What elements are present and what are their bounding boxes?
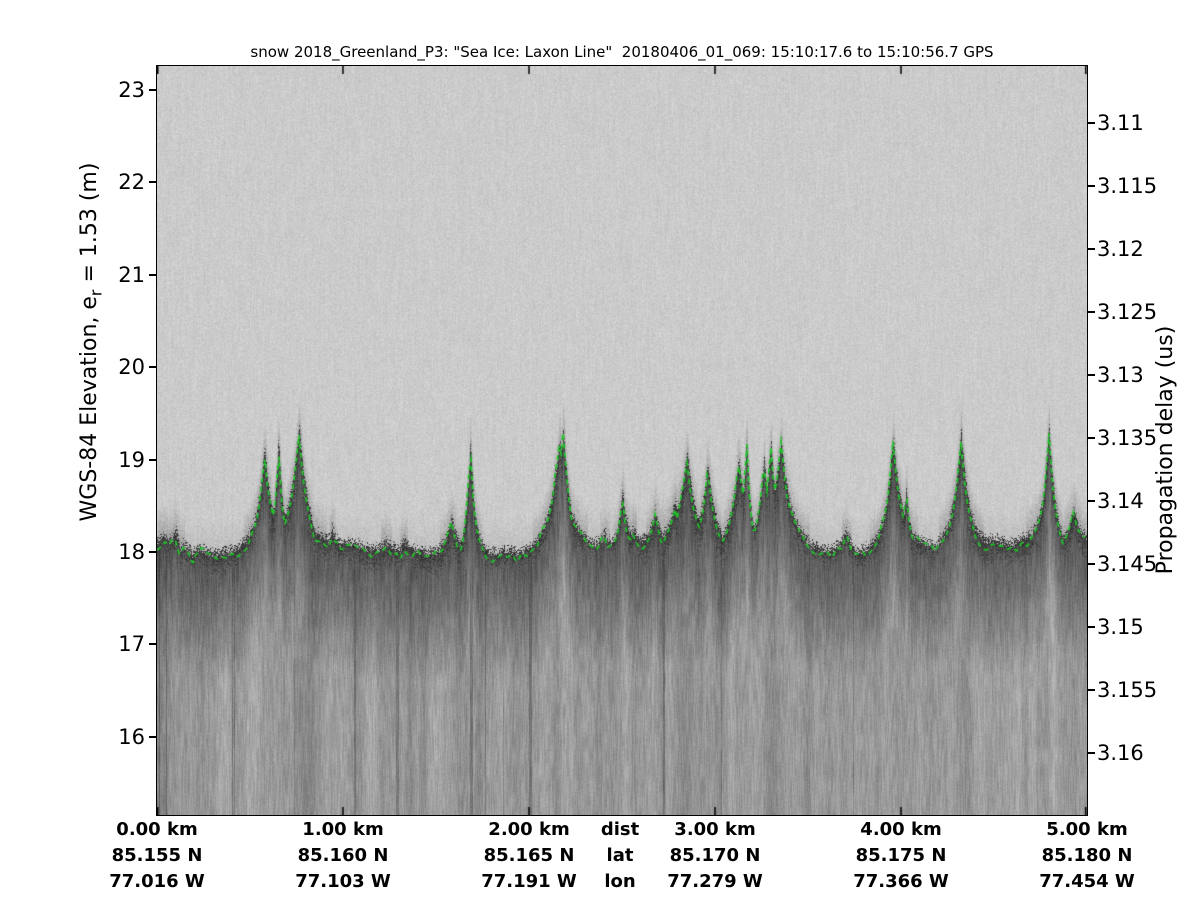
- right-axis-tick-label: 3.12: [1097, 237, 1144, 261]
- x-tick-dist-4: 4.00 km: [860, 819, 942, 840]
- left-axis-tick-mark: [149, 458, 156, 461]
- right-axis-tick-mark: [1088, 626, 1095, 628]
- plot-frame: [156, 65, 1088, 816]
- left-axis-tick-label: 20: [118, 355, 145, 380]
- left-axis-label-subscript: r: [86, 289, 106, 297]
- x-tick-lat-5: 85.180 N: [1041, 845, 1133, 866]
- left-axis-tick-mark: [149, 273, 156, 276]
- left-axis-tick-label: 22: [118, 170, 145, 195]
- x-tick-dist-3: 3.00 km: [674, 819, 756, 840]
- right-axis-tick-mark: [1088, 437, 1095, 439]
- x-axis-row-header-dist: dist: [600, 819, 640, 840]
- left-axis-tick-mark: [149, 181, 156, 184]
- x-tick-dist-2: 2.00 km: [488, 819, 570, 840]
- right-axis-tick-mark: [1088, 374, 1095, 376]
- left-axis-tick-label: 16: [118, 724, 145, 749]
- x-tick-dist-5: 5.00 km: [1046, 819, 1128, 840]
- right-axis-tick-label: 3.125: [1097, 300, 1158, 324]
- right-axis-tick-mark: [1088, 185, 1095, 187]
- x-tick-lon-0: 77.016 W: [109, 871, 205, 892]
- right-axis-tick-label: 3.13: [1097, 363, 1144, 387]
- x-tick-lon-2: 77.191 W: [481, 871, 577, 892]
- right-axis-tick-label: 3.14: [1097, 489, 1144, 513]
- x-tick-lon-1: 77.103 W: [295, 871, 391, 892]
- right-axis-tick-label: 3.115: [1097, 174, 1158, 198]
- left-axis-tick-mark: [149, 643, 156, 646]
- x-tick-lat-2: 85.165 N: [483, 845, 575, 866]
- left-axis-tick-label: 23: [118, 78, 145, 102]
- right-axis-tick-label: 3.155: [1097, 678, 1158, 702]
- x-tick-dist-1: 1.00 km: [302, 819, 384, 840]
- left-axis-tick-label: 21: [118, 262, 145, 287]
- right-axis-tick-mark: [1088, 689, 1095, 691]
- figure-title: snow 2018_Greenland_P3: "Sea Ice: Laxon …: [250, 43, 994, 61]
- right-axis-tick-mark: [1088, 752, 1095, 754]
- x-tick-lat-1: 85.160 N: [297, 845, 389, 866]
- right-axis-tick-label: 3.11: [1097, 111, 1144, 135]
- right-axis-tick-mark: [1088, 122, 1095, 124]
- right-axis-tick-label: 3.145: [1097, 552, 1158, 576]
- left-axis-label: WGS-84 Elevation, er = 1.53 (m): [77, 92, 106, 592]
- left-axis-tick-mark: [149, 735, 156, 738]
- right-axis-tick-label: 3.135: [1097, 426, 1158, 450]
- right-axis-label: Propagation delay (us): [1153, 325, 1178, 575]
- right-axis-tick-mark: [1088, 563, 1095, 565]
- left-axis-tick-mark: [149, 550, 156, 553]
- left-axis-tick-mark: [149, 366, 156, 369]
- x-axis-row-header-lon: lon: [604, 871, 636, 892]
- x-axis-row-header-lat: lat: [606, 845, 634, 866]
- left-axis-tick-mark: [149, 89, 156, 91]
- right-axis-tick-label: 3.16: [1097, 741, 1144, 765]
- right-axis-tick-mark: [1088, 311, 1095, 313]
- x-tick-lat-0: 85.155 N: [111, 845, 203, 866]
- left-axis-tick-label: 17: [118, 632, 145, 657]
- x-tick-lon-3: 77.279 W: [667, 871, 763, 892]
- left-axis-tick-label: 18: [118, 539, 145, 564]
- right-axis-tick-label: 3.15: [1097, 615, 1144, 639]
- echogram-canvas: [157, 66, 1087, 815]
- left-axis-label-prefix: WGS-84 Elevation, e: [77, 296, 102, 522]
- left-axis-tick-label: 19: [118, 447, 145, 472]
- right-axis-tick-mark: [1088, 248, 1095, 250]
- x-tick-lat-4: 85.175 N: [855, 845, 947, 866]
- x-tick-lat-3: 85.170 N: [669, 845, 761, 866]
- x-tick-dist-0: 0.00 km: [116, 819, 198, 840]
- x-tick-lon-5: 77.454 W: [1039, 871, 1135, 892]
- x-tick-lon-4: 77.366 W: [853, 871, 949, 892]
- right-axis-tick-mark: [1088, 500, 1095, 502]
